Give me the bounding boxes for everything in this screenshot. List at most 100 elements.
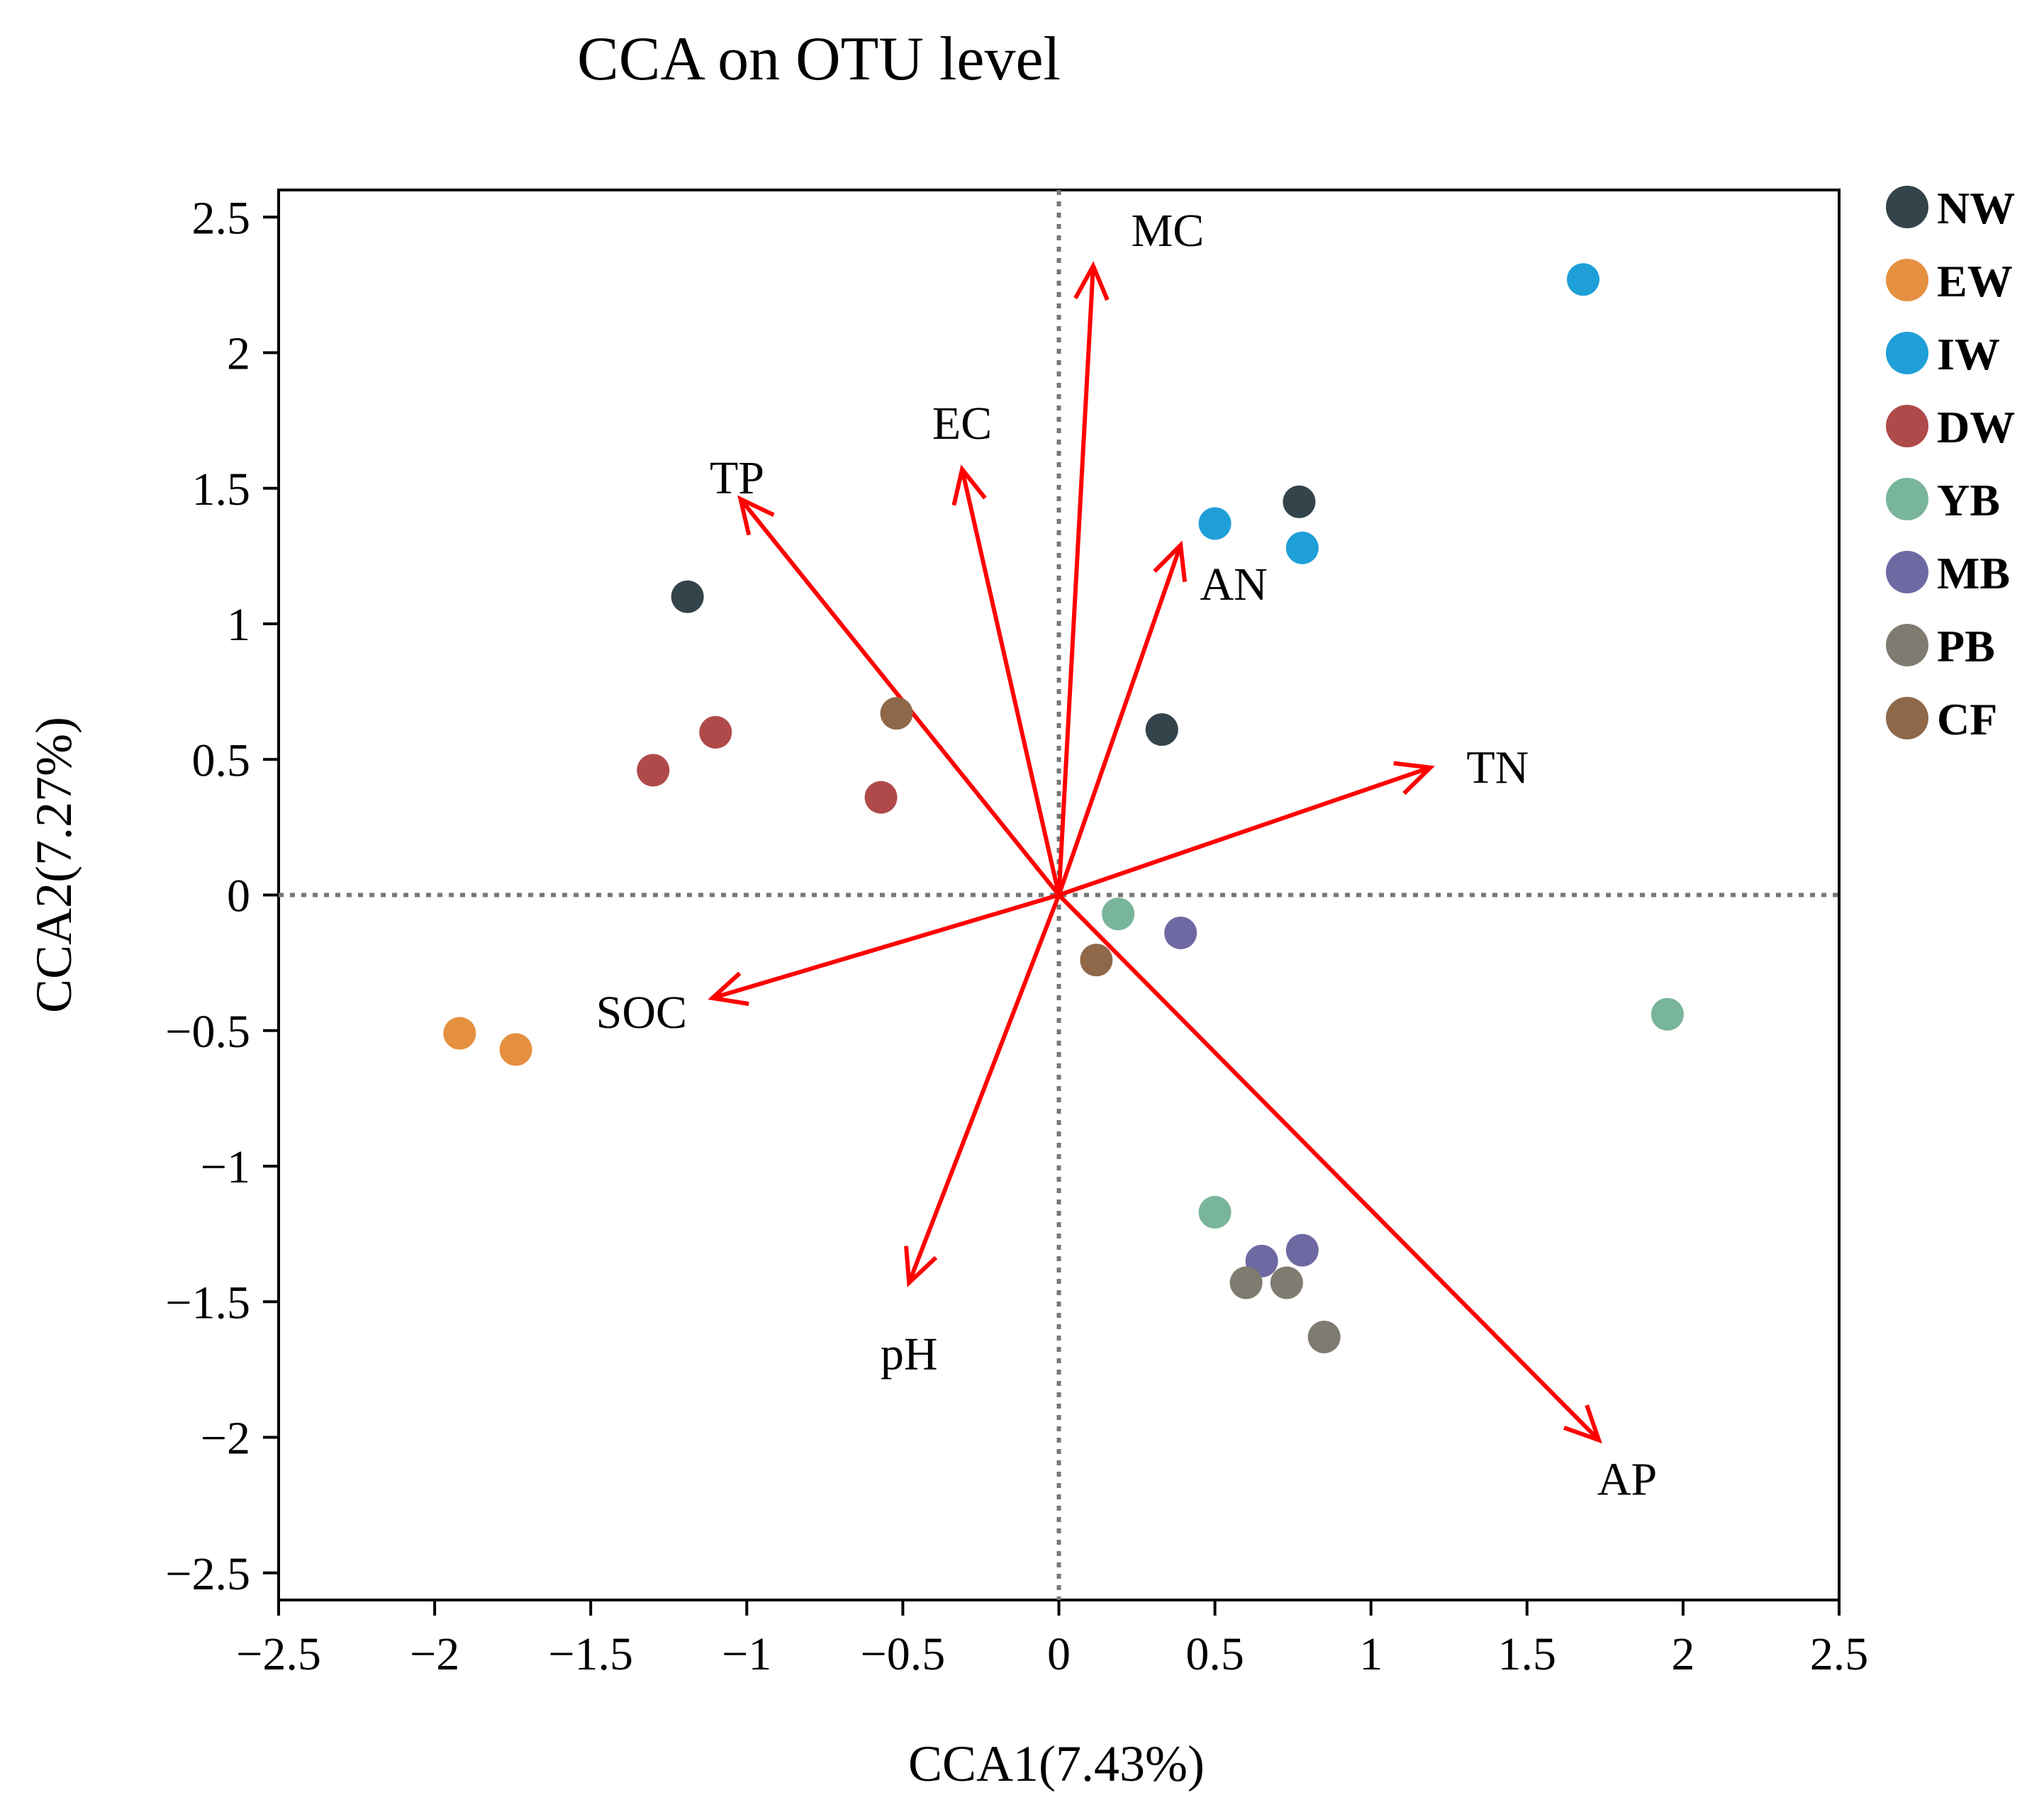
series-nw [671,485,1316,746]
arrow-shaft [739,498,1061,897]
y-tick-label: 0 [227,871,250,922]
plot-area: −2.5 −2 −1.5 −1 −0.5 0 0.5 1 1.5 2 2.5 −2.5 −2 −1.5 −1… [165,189,1869,1680]
arrow-head [1563,1404,1602,1444]
legend-marker [1886,332,1928,374]
arrow-shaft [712,893,1060,1000]
vector-arrow-soc: SOC [596,893,1060,1039]
arrow-head [904,1246,938,1287]
arrow-shaft [1056,544,1183,896]
y-tick-label: −2 [201,1413,250,1465]
legend-label: EW [1937,256,2013,306]
series-mb [1164,917,1319,1277]
legend-marker [1886,186,1928,228]
data-point [499,1033,532,1066]
vector-label: TN [1466,742,1529,794]
legend-label: NW [1937,183,2015,233]
legend-label: YB [1937,475,2000,525]
y-tick-label: −1.5 [165,1277,250,1328]
y-tick-label: 2.5 [192,192,251,244]
data-point [1651,997,1684,1031]
vector-arrow-mc: MC [1056,205,1205,895]
legend-item-pb: PB [1886,621,1995,671]
data-point [1270,1266,1303,1299]
vector-label: AN [1200,559,1268,610]
series-cf [880,697,1113,977]
vector-arrow-ap: AP [1057,893,1657,1505]
data-point [699,716,732,749]
vector-label: EC [932,398,992,449]
x-tick-label: 0.5 [1185,1628,1244,1680]
data-point [637,754,670,787]
x-axis-label: CCA1(7.43%) [908,1735,1205,1792]
data-point [1145,713,1178,746]
y-tick-label: −1 [201,1141,250,1193]
legend-marker [1886,259,1928,301]
y-tick-label: 1.5 [192,464,251,515]
legend: NW EW IW DW YB MB PB CF [1886,183,2015,744]
vector-label: pH [881,1328,938,1380]
data-point [671,580,704,613]
arrow-head [737,495,775,536]
legend-marker [1886,551,1928,593]
chart-title: CCA on OTU level [577,25,1061,94]
data-point [1102,897,1135,931]
legend-marker [1886,697,1928,739]
arrow-shaft [1056,265,1095,895]
arrow-head [1153,540,1188,583]
x-tick-label: −1.5 [548,1628,633,1680]
legend-label: MB [1937,548,2010,598]
y-tick-label: −2.5 [165,1548,250,1600]
legend-item-nw: NW [1886,183,2015,233]
x-tick-label: −2.5 [236,1628,321,1680]
legend-item-mb: MB [1886,548,2010,598]
legend-label: CF [1937,694,1997,744]
data-point [1198,1196,1232,1229]
legend-item-ew: EW [1886,256,2013,306]
data-point [1080,944,1113,977]
y-tick-label: 0.5 [192,734,251,786]
y-tick-label: 1 [227,599,250,651]
x-tick-label: 2 [1671,1628,1694,1680]
data-point [1164,917,1197,950]
arrow-shaft [1058,765,1431,897]
data-point [1307,1320,1341,1353]
legend-marker [1886,624,1928,666]
vector-arrow-tn: TN [1058,742,1529,897]
series-pb [1229,1266,1341,1353]
vector-label: MC [1132,205,1205,257]
vector-label: TP [710,452,764,504]
data-point [1285,531,1319,564]
arrow-head [1073,261,1110,301]
arrow-shaft [1057,893,1601,1442]
x-tick-label: −2 [410,1628,459,1680]
series-iw [1198,263,1600,564]
data-point [443,1017,476,1050]
data-point [1285,1233,1319,1267]
series-yb [1102,897,1684,1229]
legend-item-yb: YB [1886,475,2000,525]
legend-label: DW [1937,402,2015,452]
arrow-shaft [960,469,1061,896]
data-point [1229,1266,1263,1299]
legend-item-iw: IW [1886,329,2000,379]
legend-marker [1886,405,1928,447]
legend-marker [1886,478,1928,520]
vector-label: SOC [596,987,687,1039]
x-tick-label: 2.5 [1810,1628,1869,1680]
arrow-shaft [907,894,1061,1284]
series-dw [637,716,898,814]
legend-label: PB [1937,621,1995,671]
y-tick-label: −0.5 [165,1006,250,1058]
x-tick-label: 1.5 [1498,1628,1557,1680]
vector-arrow-ph: pH [881,894,1061,1380]
vector-label: AP [1597,1453,1657,1505]
vector-arrow-ec: EC [932,398,1061,896]
x-tick-label: −1 [722,1628,771,1680]
x-tick-label: 1 [1359,1628,1383,1680]
x-tick-label: −0.5 [861,1628,946,1680]
data-point [1283,485,1316,518]
arrow-head [951,464,987,506]
arrow-head [708,971,749,1007]
